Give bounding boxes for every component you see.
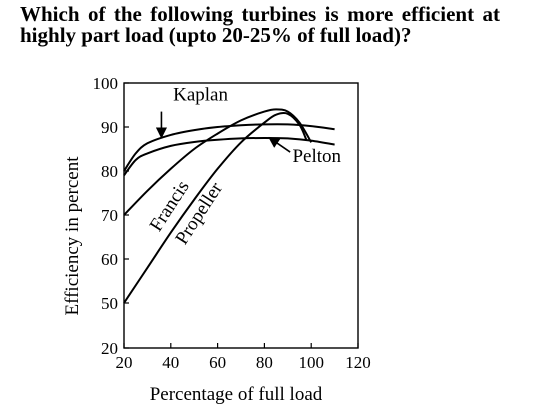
y-axis-label: Efficiency in percent: [62, 156, 83, 316]
series-line-pelton: [123, 136, 335, 177]
y-tick-label: 50: [101, 294, 118, 313]
x-tick-label: 20: [116, 353, 133, 372]
y-tick-label: 70: [101, 206, 118, 225]
y-tick-label: 100: [93, 74, 119, 93]
y-tick-label: 20: [101, 339, 118, 358]
chart-axes: 20 50 60 70 80 90 100 20 40 60 80 100 120: [93, 74, 371, 372]
series-line-kaplan: [123, 123, 335, 172]
series-line-propeller: [123, 111, 308, 304]
x-tick-label: 60: [209, 353, 226, 372]
x-tick-label: 100: [298, 353, 324, 372]
question-text: Which of the following turbines is more …: [20, 2, 500, 47]
pelton-pointer-arrow: [268, 136, 291, 153]
series-line-francis: [123, 108, 313, 216]
y-tick-label: 60: [101, 250, 118, 269]
chart-series: [123, 108, 335, 304]
x-tick-label: 40: [162, 353, 179, 372]
label-pelton: Pelton: [292, 146, 341, 167]
x-tick-label: 80: [256, 353, 273, 372]
x-tick-label: 120: [345, 353, 371, 372]
y-tick-label: 80: [101, 162, 118, 181]
y-tick-label: 90: [101, 118, 118, 137]
label-kaplan: Kaplan: [173, 85, 228, 106]
x-axis-label: Percentage of full load: [150, 384, 323, 405]
